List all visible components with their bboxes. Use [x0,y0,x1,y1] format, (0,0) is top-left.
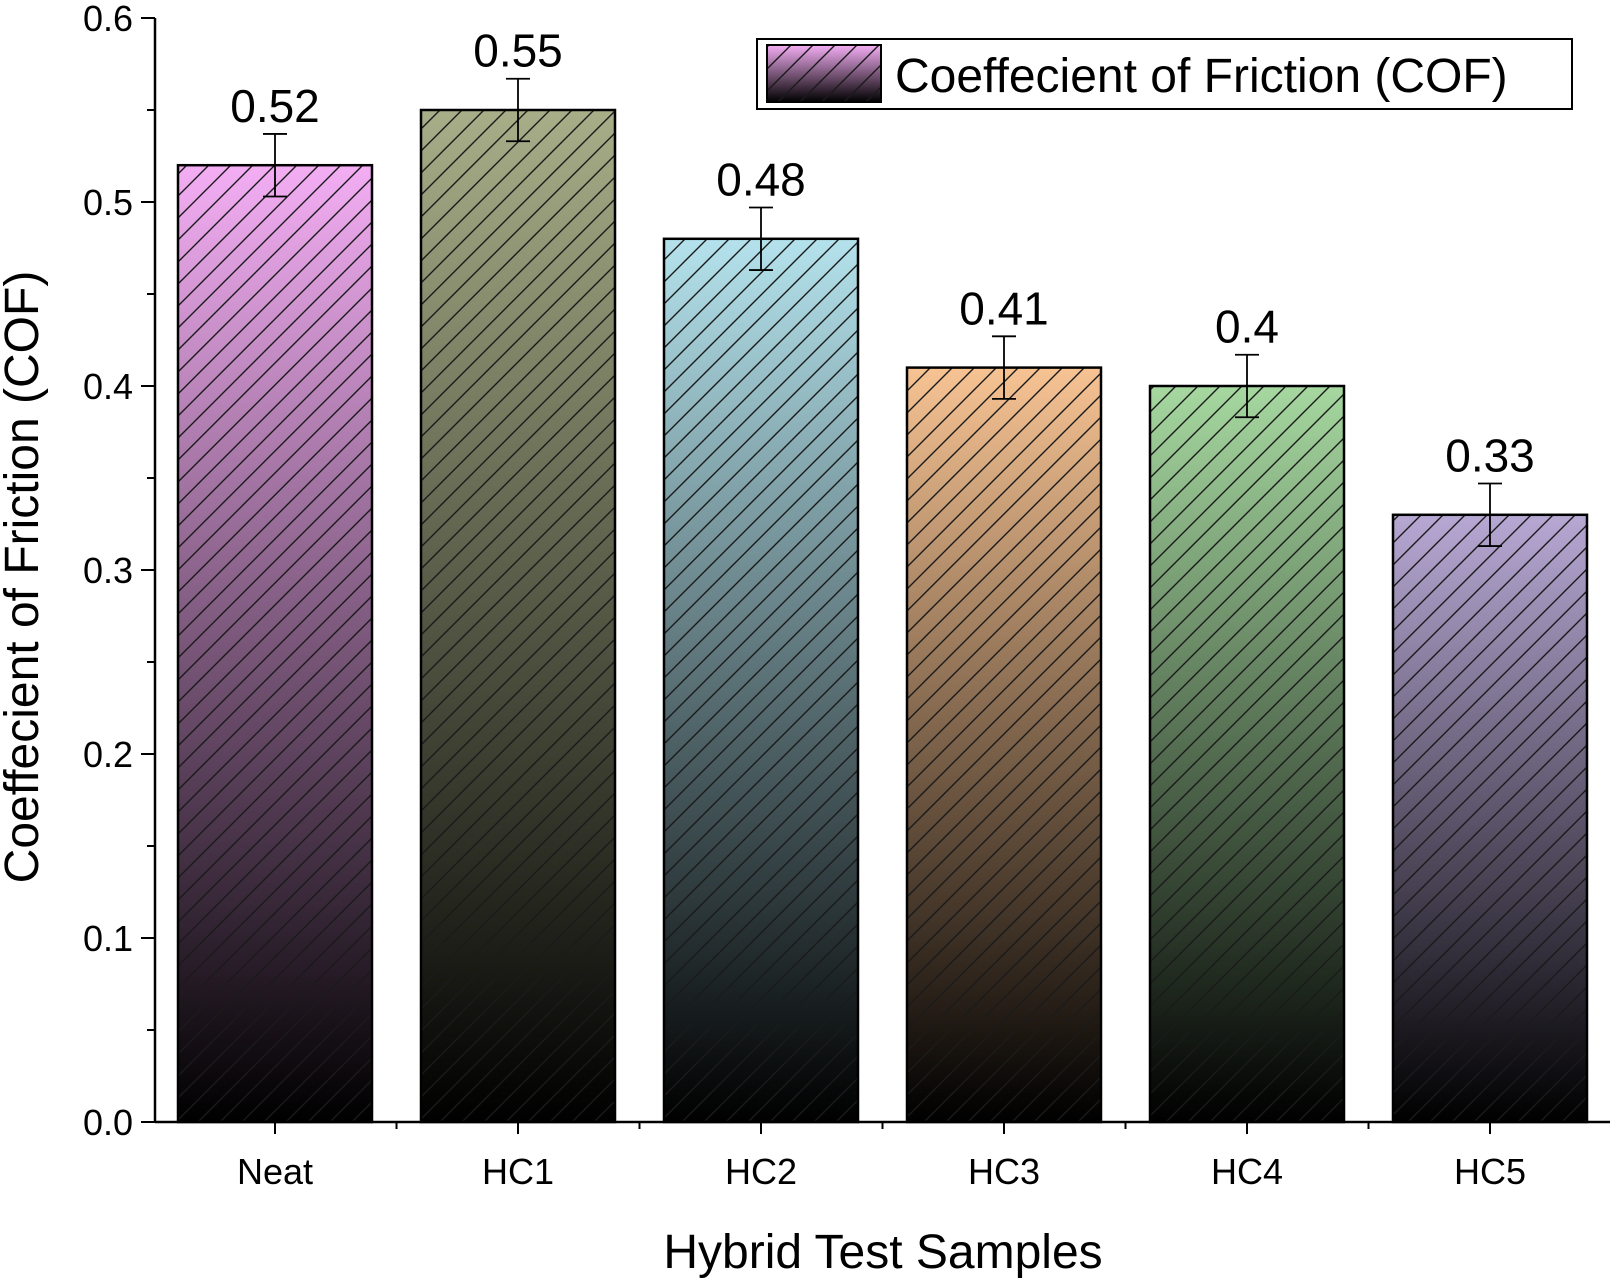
y-axis-title: Coeffecient of Friction (COF) [0,271,49,884]
y-tick-label: 0.3 [83,550,133,591]
data-label: 0.55 [473,25,563,77]
bar-hc1 [419,108,617,1124]
legend-swatch-outline [766,44,882,103]
x-tick-label: HC2 [725,1151,797,1192]
y-tick-label: 0.0 [83,1102,133,1143]
bar-hc3 [905,366,1103,1124]
bar-hatch [1393,514,1587,1122]
legend-label: Coeffecient of Friction (COF) [895,50,1508,103]
legend-box [756,38,1573,110]
error-bar [1235,353,1259,419]
error-bar [1478,482,1502,547]
bar-hatch [664,238,858,1123]
data-label: 0.41 [959,282,1049,334]
error-bars-layer [263,77,1502,547]
y-tick-label: 0.2 [83,734,133,775]
x-tick-label: HC4 [1211,1151,1283,1192]
data-label: 0.4 [1215,301,1279,353]
data-label: 0.33 [1445,430,1535,482]
x-tick-label: HC3 [968,1151,1040,1192]
legend-swatch-hatch [767,45,881,102]
data-label: 0.52 [230,80,320,132]
data-label: 0.48 [716,154,806,206]
x-tick-label: HC5 [1454,1151,1526,1192]
error-bar [749,206,773,271]
x-axis-title: Hybrid Test Samples [663,1226,1102,1279]
error-bar [506,77,530,143]
bars-layer [176,108,1589,1124]
bar-hatch [907,367,1101,1123]
bar-neat [176,163,374,1124]
bar-hc5 [1391,513,1589,1124]
error-bar [992,335,1016,400]
bar-hc4 [1148,384,1346,1124]
bar-hatch [178,165,372,1122]
y-tick-label: 0.5 [83,182,133,223]
error-bar [263,133,287,198]
y-tick-label: 0.1 [83,918,133,959]
bar-hatch [421,110,615,1122]
axes-layer: Neat HC1 HC2 HC3 HC4 HC5 0.0 0.1 0.2 0.3 0.4 0.5 0.6 [83,0,1610,1192]
bar-hc2 [662,237,860,1124]
bar-hatch [1150,386,1344,1122]
y-tick-label: 0.6 [83,0,133,39]
legend: Coeffecient of Friction (COF) [756,38,1573,110]
x-tick-label: Neat [237,1151,313,1192]
x-tick-label: HC1 [482,1151,554,1192]
y-tick-label: 0.4 [83,366,133,407]
data-labels-layer: 0.52 0.55 0.48 0.41 0.4 0.33 [230,25,1535,482]
